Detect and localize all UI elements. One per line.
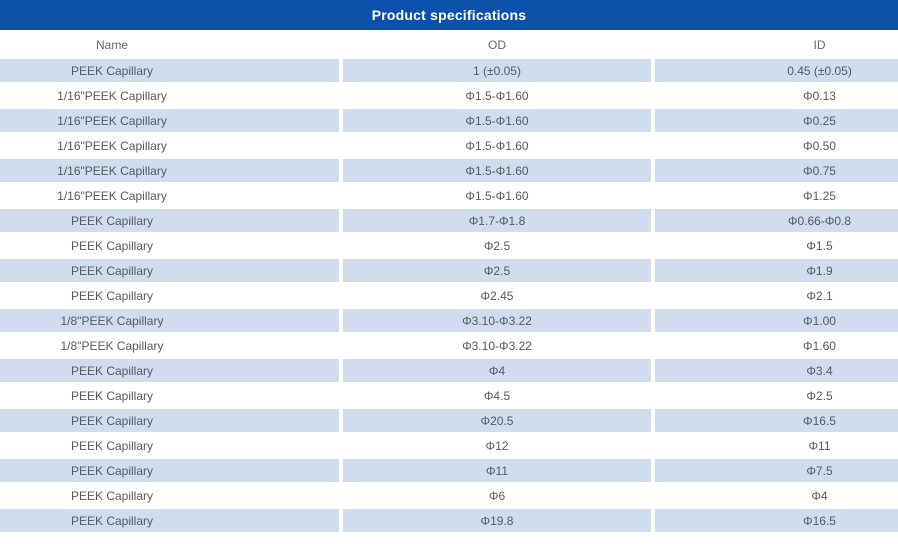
column-header-name: Name	[95, 37, 128, 52]
od-cell: 1 (±0.05)	[343, 59, 651, 82]
od-cell: Φ20.5	[343, 409, 651, 432]
id-cell: Φ0.13	[655, 84, 898, 107]
table-row: 1/16"PEEK Capillary Φ1.5-Φ1.60 Φ1.25	[0, 184, 898, 207]
od-cell: Φ11	[343, 459, 651, 482]
table-row: 1/16"PEEK Capillary Φ1.5-Φ1.60 Φ0.50	[0, 134, 898, 157]
table-row: PEEK Capillary Φ12 Φ11	[0, 434, 898, 457]
name-cell: PEEK Capillary	[0, 409, 339, 432]
od-cell: Φ1.5-Φ1.60	[343, 109, 651, 132]
od-cell: Φ1.5-Φ1.60	[343, 184, 651, 207]
od-cell: Φ1.7-Φ1.8	[343, 209, 651, 232]
od-cell: Φ3.10-Φ3.22	[343, 334, 651, 357]
table-title-bar: Product specifications	[0, 0, 898, 30]
name-cell: 1/16"PEEK Capillary	[0, 184, 339, 207]
id-cell: Φ1.60	[655, 334, 898, 357]
id-cell: Φ2.1	[655, 284, 898, 307]
id-cell: Φ1.00	[655, 309, 898, 332]
name-cell: 1/8"PEEK Capillary	[0, 334, 339, 357]
table-row: PEEK Capillary Φ6 Φ4	[0, 484, 898, 507]
od-cell: Φ12	[343, 434, 651, 457]
table-title: Product specifications	[371, 7, 527, 23]
table-row: PEEK Capillary 1 (±0.05) 0.45 (±0.05)	[0, 59, 898, 82]
name-cell: 1/16"PEEK Capillary	[0, 84, 339, 107]
product-spec-page: Product specifications Name OD ID PEEK C…	[0, 0, 898, 532]
od-cell: Φ2.5	[343, 259, 651, 282]
name-cell: 1/16"PEEK Capillary	[0, 159, 339, 182]
table-row: PEEK Capillary Φ2.5 Φ1.9	[0, 259, 898, 282]
id-cell: Φ0.75	[655, 159, 898, 182]
od-cell: Φ2.5	[343, 234, 651, 257]
table-row: PEEK Capillary Φ4.5 Φ2.5	[0, 384, 898, 407]
od-cell: Φ1.5-Φ1.60	[343, 159, 651, 182]
od-cell: Φ2.45	[343, 284, 651, 307]
name-cell: 1/16"PEEK Capillary	[0, 134, 339, 157]
id-cell: Φ1.25	[655, 184, 898, 207]
id-cell: Φ11	[655, 434, 898, 457]
name-cell: PEEK Capillary	[0, 359, 339, 382]
column-header-id: ID	[813, 37, 826, 52]
table-row: PEEK Capillary Φ11 Φ7.5	[0, 459, 898, 482]
id-cell: Φ1.5	[655, 234, 898, 257]
od-cell: Φ1.5-Φ1.60	[343, 84, 651, 107]
table-row: 1/8"PEEK Capillary Φ3.10-Φ3.22 Φ1.60	[0, 334, 898, 357]
table-row: PEEK Capillary Φ4 Φ3.4	[0, 359, 898, 382]
name-cell: PEEK Capillary	[0, 509, 339, 532]
name-cell: PEEK Capillary	[0, 284, 339, 307]
id-cell: Φ2.5	[655, 384, 898, 407]
name-cell: 1/16"PEEK Capillary	[0, 109, 339, 132]
table-row: 1/16"PEEK Capillary Φ1.5-Φ1.60 Φ0.25	[0, 109, 898, 132]
id-cell: 0.45 (±0.05)	[655, 59, 898, 82]
name-cell: PEEK Capillary	[0, 259, 339, 282]
od-cell: Φ4.5	[343, 384, 651, 407]
od-cell: Φ6	[343, 484, 651, 507]
id-cell: Φ4	[655, 484, 898, 507]
name-cell: PEEK Capillary	[0, 209, 339, 232]
id-cell: Φ16.5	[655, 409, 898, 432]
table-row: PEEK Capillary Φ1.7-Φ1.8 Φ0.66-Φ0.8	[0, 209, 898, 232]
column-header-od: OD	[488, 37, 506, 52]
table-row: PEEK Capillary Φ2.45 Φ2.1	[0, 284, 898, 307]
id-cell: Φ16.5	[655, 509, 898, 532]
id-cell: Φ0.25	[655, 109, 898, 132]
name-cell: PEEK Capillary	[0, 484, 339, 507]
table-row: PEEK Capillary Φ20.5 Φ16.5	[0, 409, 898, 432]
id-cell: Φ0.66-Φ0.8	[655, 209, 898, 232]
name-cell: PEEK Capillary	[0, 434, 339, 457]
id-cell: Φ3.4	[655, 359, 898, 382]
table-row: PEEK Capillary Φ19.8 Φ16.5	[0, 509, 898, 532]
id-cell: Φ1.9	[655, 259, 898, 282]
name-cell: PEEK Capillary	[0, 384, 339, 407]
id-cell: Φ7.5	[655, 459, 898, 482]
name-cell: PEEK Capillary	[0, 59, 339, 82]
od-cell: Φ1.5-Φ1.60	[343, 134, 651, 157]
od-cell: Φ3.10-Φ3.22	[343, 309, 651, 332]
id-cell: Φ0.50	[655, 134, 898, 157]
table-header-row: Name OD ID	[0, 30, 898, 59]
name-cell: 1/8"PEEK Capillary	[0, 309, 339, 332]
od-cell: Φ19.8	[343, 509, 651, 532]
table-row: 1/16"PEEK Capillary Φ1.5-Φ1.60 Φ0.75	[0, 159, 898, 182]
table-row: 1/16"PEEK Capillary Φ1.5-Φ1.60 Φ0.13	[0, 84, 898, 107]
name-cell: PEEK Capillary	[0, 459, 339, 482]
od-cell: Φ4	[343, 359, 651, 382]
table-row: PEEK Capillary Φ2.5 Φ1.5	[0, 234, 898, 257]
table-body: PEEK Capillary 1 (±0.05) 0.45 (±0.05) 1/16"…	[0, 59, 898, 532]
table-row: 1/8"PEEK Capillary Φ3.10-Φ3.22 Φ1.00	[0, 309, 898, 332]
name-cell: PEEK Capillary	[0, 234, 339, 257]
